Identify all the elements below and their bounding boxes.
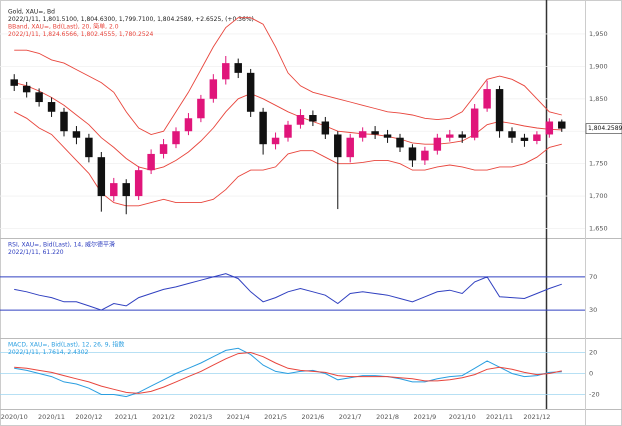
- legend-text: BBand, XAU=, Bd(Last), 20, 简单, 2.0: [8, 23, 119, 31]
- x-tick-label: 2021/9: [413, 413, 436, 421]
- y-tick-label: 1,700: [589, 192, 608, 200]
- candle-body: [222, 63, 230, 80]
- candle-body: [433, 137, 442, 151]
- candle-body: [197, 98, 205, 119]
- series-line: [14, 273, 562, 311]
- candle-body: [22, 85, 31, 93]
- x-tick-label: 2021/5: [264, 413, 287, 421]
- candle-body: [346, 137, 354, 158]
- x-tick-label: 2020/12: [75, 413, 102, 421]
- candle-body: [147, 153, 155, 171]
- candle-body: [508, 131, 516, 138]
- y-tick-label: 1,750: [589, 160, 608, 168]
- bollinger-middle: [14, 82, 562, 171]
- candle-body: [172, 131, 180, 145]
- candle-body: [358, 131, 367, 138]
- candle-body: [446, 134, 454, 138]
- legend-text: 2022/1/11, 61.220: [8, 249, 64, 256]
- candle-body: [558, 121, 566, 129]
- candle-body: [458, 134, 466, 138]
- candle-body: [134, 170, 143, 197]
- candle-body: [97, 157, 106, 197]
- x-tick-label: 2020/10: [1, 413, 28, 421]
- last-price-label: 1,804.2589: [588, 125, 622, 132]
- y-tick-label: 20: [589, 349, 597, 357]
- y-tick-label: 70: [589, 273, 597, 281]
- x-tick-label: 2021/7: [339, 413, 362, 421]
- candle-body: [533, 134, 541, 141]
- candle-body: [321, 121, 330, 135]
- x-tick-label: 2021/2: [152, 413, 175, 421]
- candle-body: [35, 92, 43, 103]
- candle-body: [483, 89, 491, 109]
- candle-body: [47, 102, 56, 112]
- series-line: [14, 347, 562, 398]
- candle-body: [246, 72, 255, 112]
- candle-body: [396, 137, 404, 148]
- y-tick-label: 30: [589, 306, 597, 314]
- candle-body: [284, 124, 292, 138]
- candle-body: [271, 137, 280, 145]
- y-tick-label: 1,950: [589, 30, 608, 38]
- y-tick-label: 1,650: [589, 225, 608, 233]
- candle-body: [234, 63, 242, 73]
- candle-body: [520, 137, 529, 141]
- legend-text: 2022/1/11, 1,801.5100, 1,804.6300, 1,799…: [8, 16, 254, 23]
- candle-body: [545, 121, 554, 135]
- bollinger-upper: [14, 17, 562, 135]
- candle-body: [334, 134, 342, 158]
- x-tick-label: 2020/11: [38, 413, 65, 421]
- x-tick-label: 2021/12: [523, 413, 550, 421]
- candle-body: [296, 115, 305, 125]
- candle-body: [495, 89, 504, 132]
- candle-body: [309, 115, 317, 122]
- candle-body: [10, 79, 18, 86]
- x-tick-label: 2021/4: [227, 413, 250, 421]
- candle-body: [60, 111, 68, 132]
- legend-text: MACD, XAU=, Bid(Last), 12, 26, 9, 指数: [8, 341, 124, 349]
- last-price-box: [585, 123, 622, 134]
- candle-body: [110, 183, 118, 197]
- legend-text: 2022/1/11, 1.7614, 2.4302: [8, 349, 89, 356]
- candle-body: [159, 144, 168, 154]
- y-tick-label: 1,900: [589, 62, 608, 70]
- x-tick-label: 2021/10: [449, 413, 476, 421]
- candle-body: [85, 137, 93, 158]
- candle-body: [184, 118, 193, 132]
- x-tick-label: 2021/1: [115, 413, 138, 421]
- bollinger-lower: [13, 111, 562, 207]
- candle-body: [470, 108, 479, 138]
- series-line: [14, 351, 562, 394]
- candle-body: [383, 134, 392, 138]
- legend-text: Gold, XAU=, Bd: [8, 9, 55, 16]
- candle-body: [209, 79, 218, 99]
- candle-body: [421, 150, 429, 161]
- y-tick-label: 1,850: [589, 95, 608, 103]
- candle-body: [259, 111, 267, 145]
- candle-body: [408, 147, 417, 161]
- x-tick-label: 2021/11: [486, 413, 513, 421]
- x-tick-label: 2021/3: [189, 413, 212, 421]
- y-tick-label: -20: [589, 391, 600, 399]
- y-tick-label: 0: [589, 370, 593, 378]
- x-tick-label: 2021/6: [301, 413, 324, 421]
- legend-text: 2022/1/11, 1,824.6566, 1,802.4555, 1,780…: [8, 31, 153, 38]
- x-tick-label: 2021/8: [376, 413, 399, 421]
- candle-body: [122, 183, 130, 197]
- candle-body: [371, 131, 379, 135]
- candle-body: [72, 131, 81, 138]
- legend-text: RSI, XAU=, Bid(Last), 14, 威尔德平滑: [8, 241, 115, 249]
